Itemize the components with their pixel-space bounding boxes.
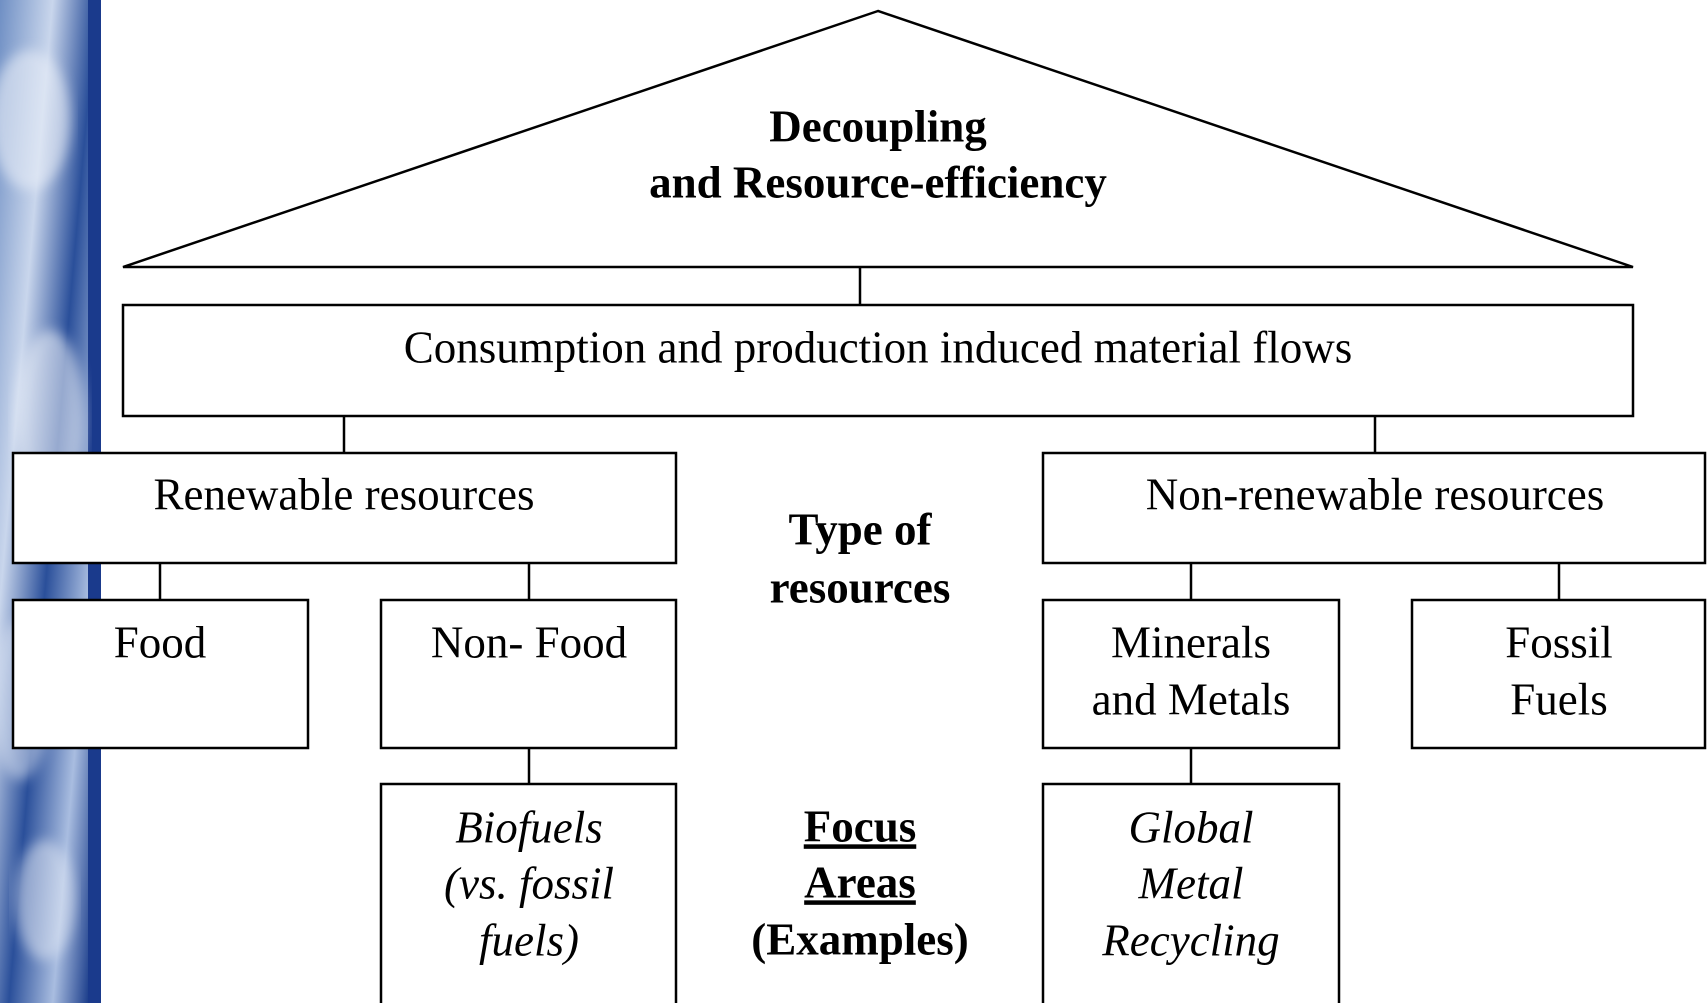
focus-label: fuels) xyxy=(479,915,579,965)
category-label: and Metals xyxy=(1092,674,1291,724)
focus-label: (vs. fossil xyxy=(444,858,614,908)
title-line: and Resource-efficiency xyxy=(649,157,1107,207)
diagram: Decoupling and Resource-efficiency Consu… xyxy=(0,0,1707,1003)
focus-label: Biofuels xyxy=(455,802,602,852)
focus-label: Metal xyxy=(1138,858,1244,908)
category-label: Minerals xyxy=(1111,617,1271,667)
row-label: (Examples) xyxy=(751,914,969,964)
focus-label: Recycling xyxy=(1101,915,1279,965)
resource-label: Non-renewable resources xyxy=(1146,469,1605,519)
row-label: resources xyxy=(770,562,951,612)
category-label: Fossil xyxy=(1505,617,1613,667)
category-label: Food xyxy=(114,617,207,667)
resource-label: Renewable resources xyxy=(153,469,534,519)
flows-label: Consumption and production induced mater… xyxy=(404,322,1353,372)
focus-label: Global xyxy=(1128,802,1253,852)
category-label: Fuels xyxy=(1510,674,1608,724)
category-label: Non- Food xyxy=(431,617,627,667)
row-label: Areas xyxy=(804,857,916,907)
row-label: Focus xyxy=(804,801,917,851)
title-line: Decoupling xyxy=(769,101,987,151)
row-label: Type of xyxy=(789,504,933,554)
